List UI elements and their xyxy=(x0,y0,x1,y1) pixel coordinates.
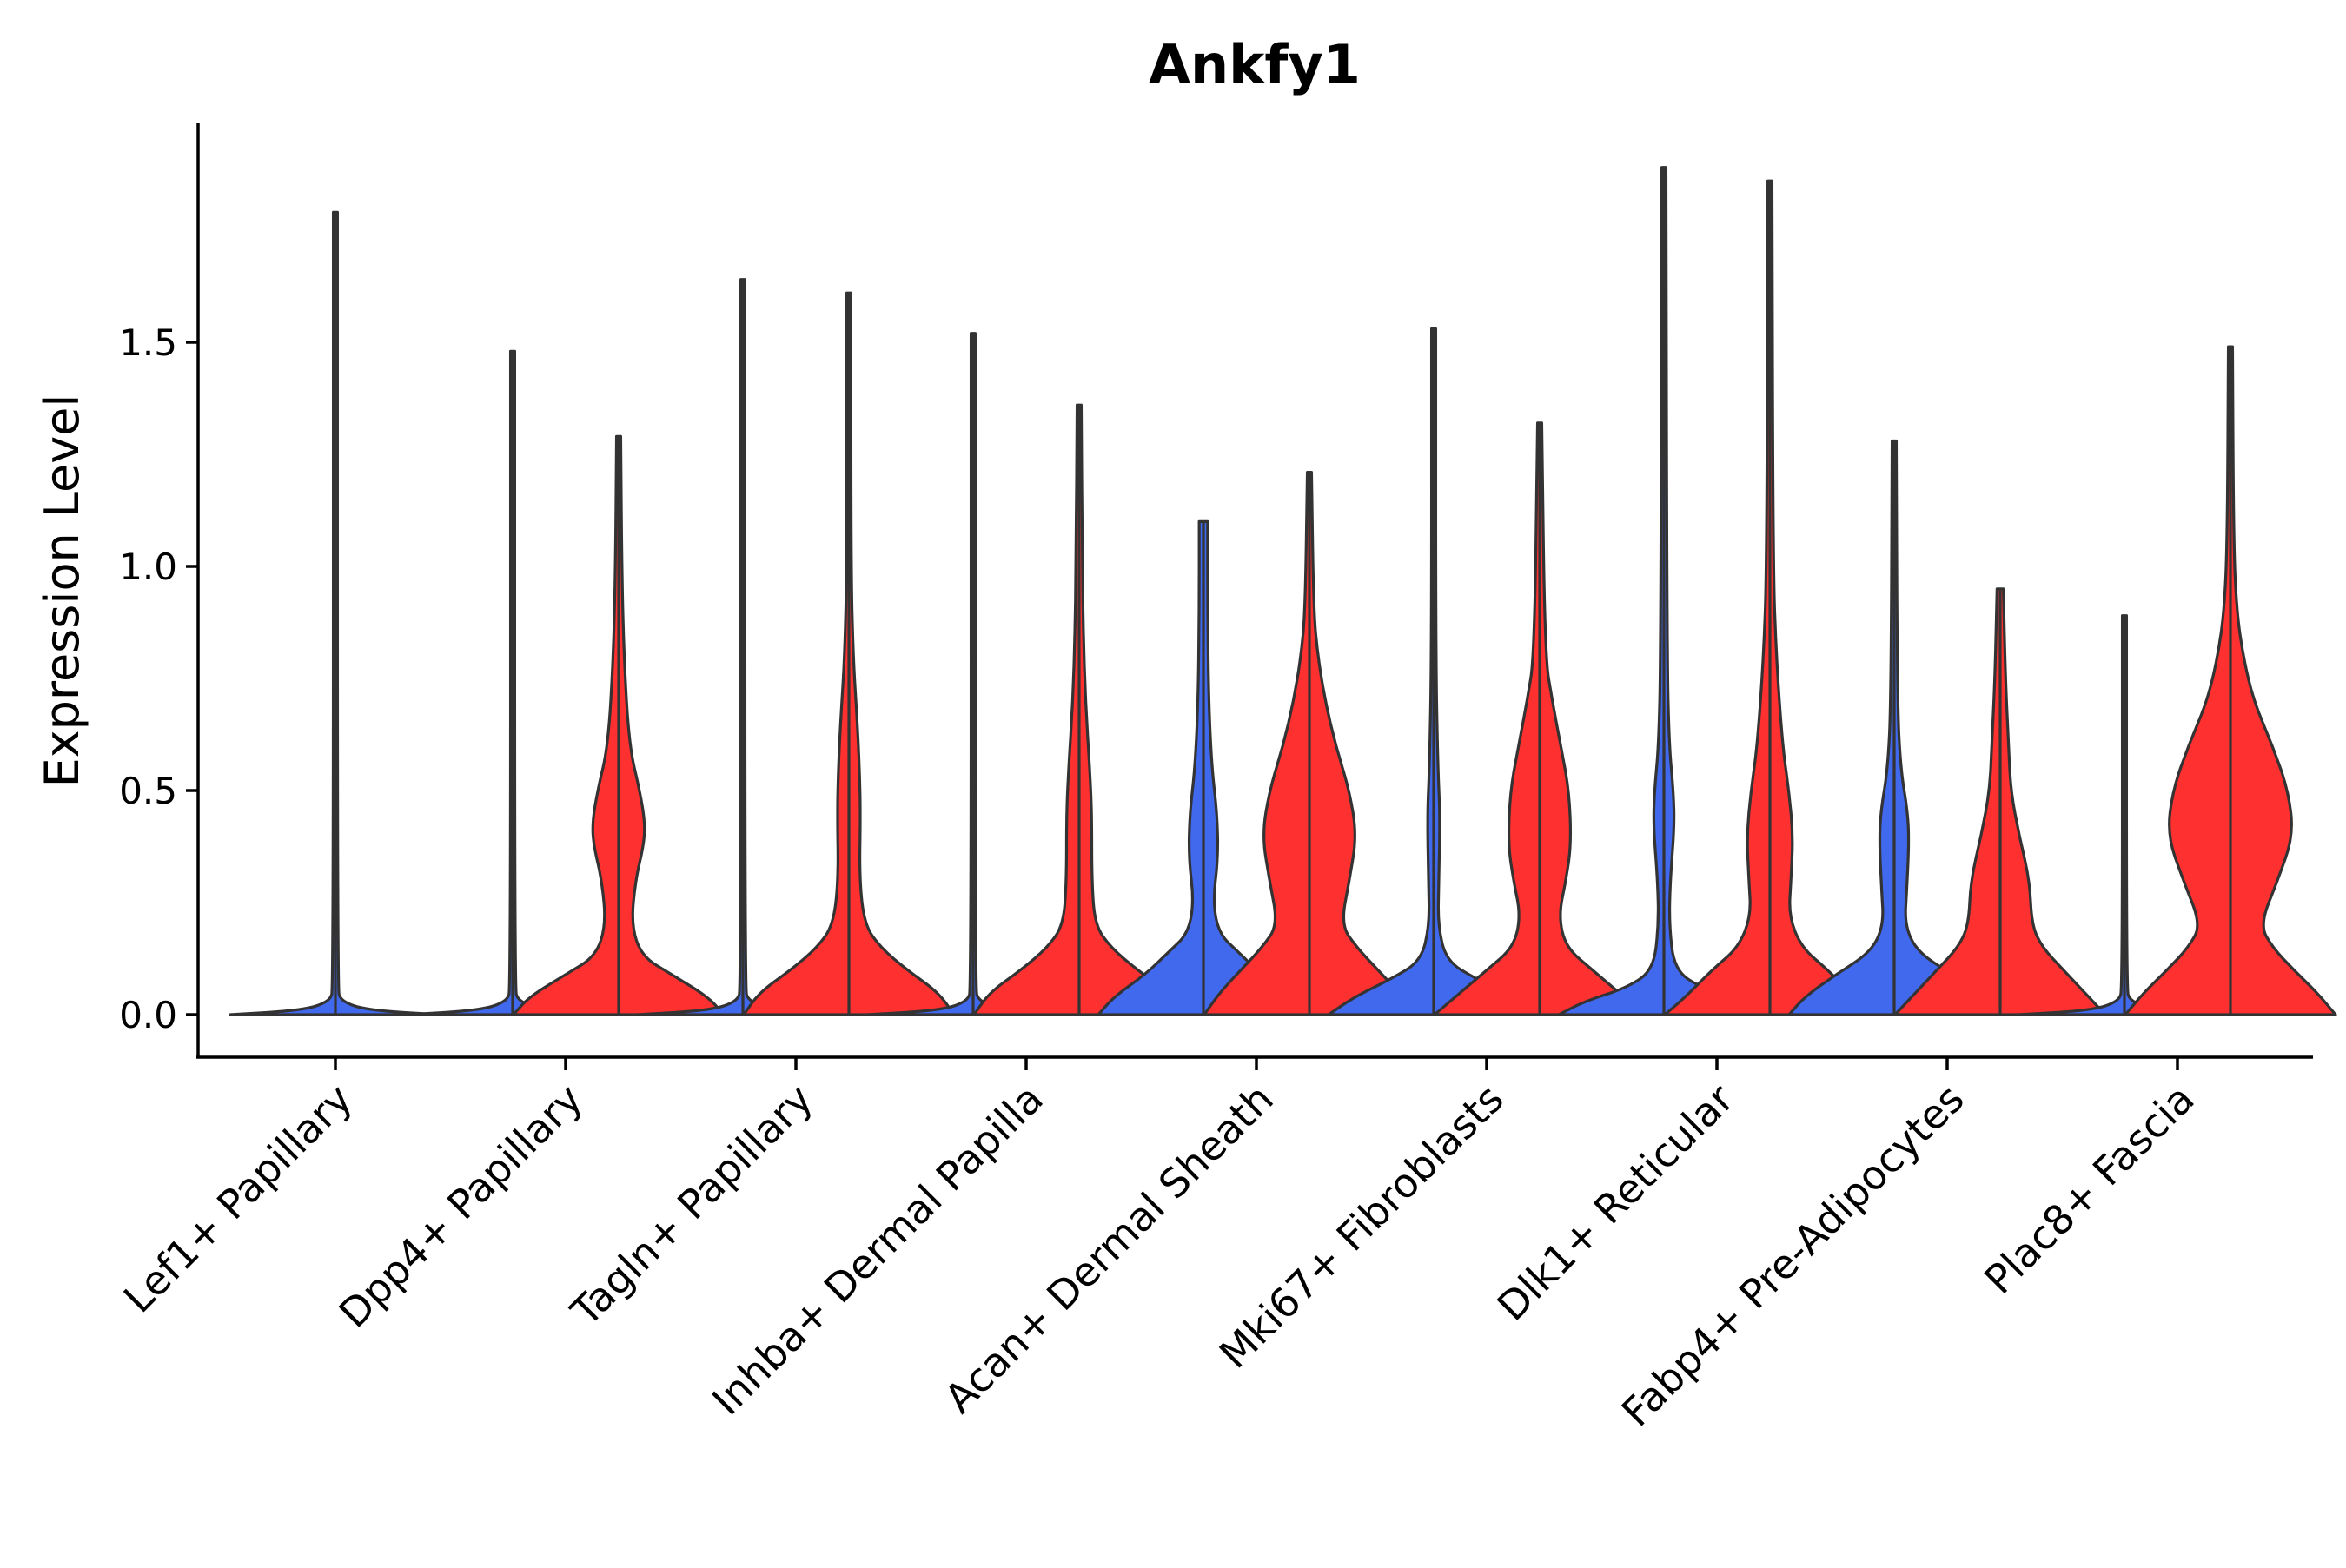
x-tick-label: Plac8+ Fascia xyxy=(1975,1075,2203,1303)
y-axis-label: Expression Level xyxy=(35,394,89,788)
x-tick-label: Lef1+ Papillary xyxy=(115,1075,361,1322)
x-tick-label: Dlk1+ Reticular xyxy=(1488,1075,1743,1330)
y-tick-label: 1.0 xyxy=(119,546,177,588)
y-tick-label: 0.5 xyxy=(119,770,177,812)
x-tick-label: Dpp4+ Papillary xyxy=(330,1075,592,1337)
y-tick-label: 1.5 xyxy=(119,321,177,364)
y-tick-label: 0.0 xyxy=(119,994,177,1036)
chart-title: Ankfy1 xyxy=(1149,33,1361,96)
plot-area xyxy=(229,166,2337,1016)
x-tick-label: Tagln+ Papillary xyxy=(561,1075,822,1336)
